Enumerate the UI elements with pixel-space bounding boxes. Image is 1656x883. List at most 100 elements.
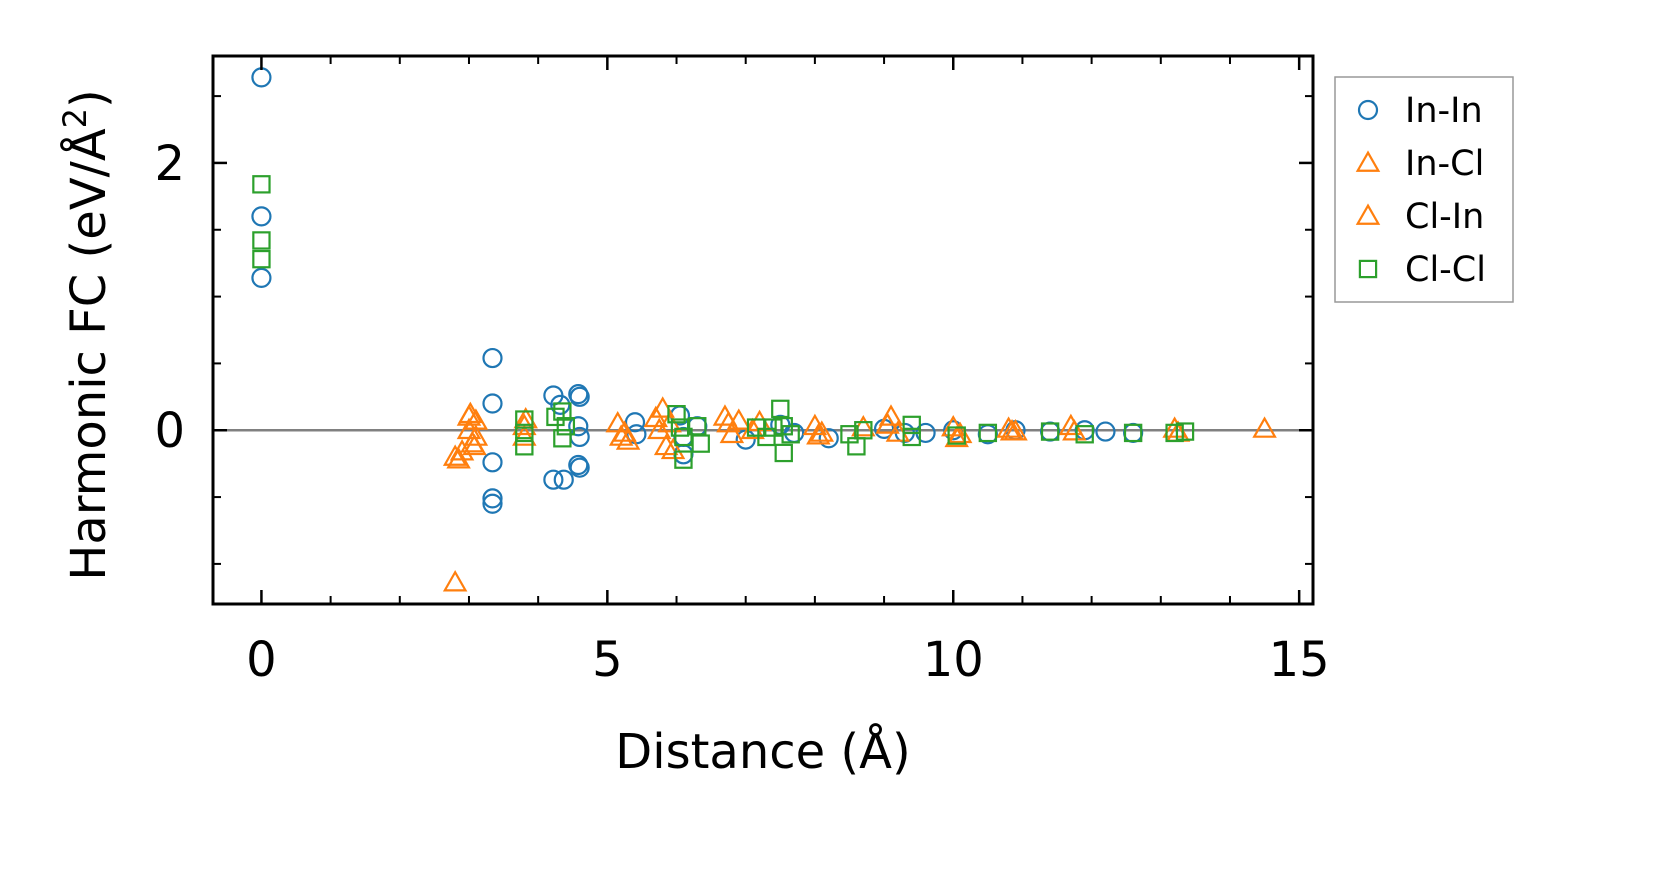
legend-label: Cl-Cl (1405, 250, 1486, 290)
data-point (624, 412, 646, 433)
data-point (458, 401, 483, 424)
data-point (806, 423, 831, 445)
data-point (1123, 423, 1143, 443)
data-point (462, 433, 487, 456)
plot-frame (211, 54, 1315, 606)
legend-box (1334, 76, 1514, 303)
data-point (482, 452, 503, 473)
legend-marker (1357, 99, 1379, 121)
data-point (612, 420, 637, 442)
legend-item: In-In (1357, 91, 1483, 131)
x-tick-label: 5 (592, 632, 623, 688)
data-point (252, 249, 271, 269)
data-point (854, 421, 873, 440)
data-point (568, 416, 589, 437)
tick-labels: 0 5 10 15 0 2 (154, 136, 1329, 688)
data-point (1095, 421, 1116, 442)
data-point (463, 424, 489, 446)
data-point (252, 175, 271, 194)
data-markers (251, 67, 1277, 592)
data-point (252, 231, 271, 250)
data-point (978, 423, 998, 443)
data-point (1175, 422, 1195, 441)
data-point (996, 416, 1021, 438)
legend-label: In-In (1405, 91, 1483, 131)
legend-item: Cl-In (1355, 197, 1484, 237)
data-point (1165, 423, 1184, 443)
y-axis-label: Harmonic FC (eV/Å2) (56, 89, 117, 581)
data-point (999, 419, 1025, 441)
axis-ticks (213, 56, 1313, 604)
data-point (691, 434, 710, 453)
data-point (1123, 422, 1144, 444)
data-point (944, 425, 969, 448)
data-point (757, 427, 776, 447)
data-point (512, 424, 537, 446)
data-point (688, 417, 707, 436)
data-point (463, 408, 489, 430)
data-point (1040, 421, 1061, 442)
data-point (543, 469, 564, 490)
data-point (442, 570, 468, 592)
data-point (515, 423, 534, 443)
legend-item: Cl-Cl (1358, 250, 1486, 290)
data-point (667, 405, 686, 424)
data-point (781, 425, 800, 444)
y-axis-label-close: ) (61, 89, 117, 108)
data-point (716, 410, 741, 433)
legend-item: In-Cl (1355, 144, 1484, 184)
data-point (442, 444, 468, 466)
data-point (515, 410, 534, 429)
data-point (515, 437, 534, 456)
legend-marker (1358, 259, 1378, 279)
series-Cl-In (446, 401, 1191, 469)
data-point (546, 407, 565, 427)
data-point (771, 399, 790, 419)
data-point (809, 420, 835, 442)
x-tick-label: 0 (246, 632, 277, 688)
data-point (446, 447, 471, 469)
x-tick-label: 10 (923, 632, 984, 688)
data-point (1040, 422, 1060, 441)
data-point (875, 412, 900, 434)
data-point (482, 493, 503, 514)
legend: In-In In-Cl Cl-In Cl-Cl (1334, 76, 1514, 303)
y-axis-label-main: Harmonic FC (eV/Å (60, 128, 117, 581)
data-point (550, 394, 571, 415)
data-point (847, 437, 866, 456)
legend-items: In-In In-Cl Cl-In Cl-Cl (1355, 91, 1486, 290)
data-point (902, 427, 921, 447)
legend-label: In-Cl (1405, 144, 1484, 184)
data-point (1075, 425, 1094, 444)
data-point (774, 443, 793, 463)
data-point (482, 488, 503, 509)
data-point (902, 415, 921, 435)
data-point (943, 420, 964, 441)
data-point (482, 393, 503, 414)
data-point (553, 402, 572, 421)
data-point (674, 450, 693, 469)
data-point (251, 206, 272, 227)
data-point (643, 405, 669, 428)
data-point (251, 67, 272, 88)
y-tick-label: 0 (154, 403, 185, 459)
x-tick-label: 15 (1269, 632, 1330, 688)
data-point (482, 347, 503, 369)
data-point (840, 425, 859, 444)
data-point (569, 386, 590, 407)
legend-label: Cl-In (1405, 197, 1484, 237)
data-point (1252, 416, 1277, 438)
y-axis-label-superscript: 2 (56, 108, 94, 128)
y-tick-label: 2 (154, 136, 185, 192)
data-point (556, 417, 576, 436)
data-point (719, 421, 745, 444)
legend-marker (1355, 203, 1381, 225)
legend-marker (1355, 150, 1381, 172)
x-axis-label: Distance (Å) (615, 723, 910, 780)
data-point (251, 267, 272, 288)
data-point (1062, 419, 1087, 441)
data-point (726, 408, 752, 430)
data-point (569, 457, 590, 478)
data-point (660, 437, 686, 460)
